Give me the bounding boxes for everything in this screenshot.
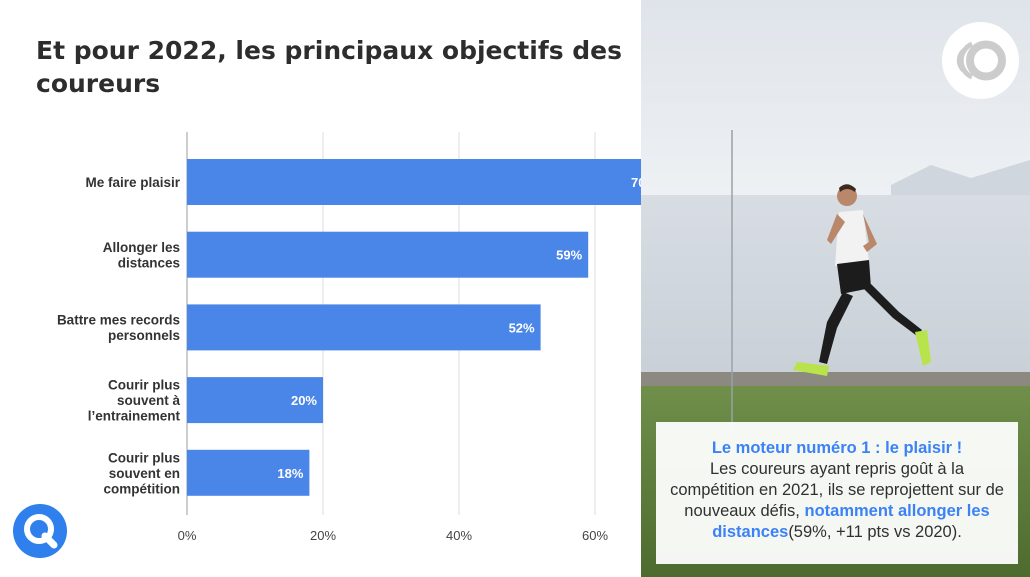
category-label-line: Battre mes records bbox=[57, 313, 180, 328]
category-label-line: souvent en bbox=[109, 466, 180, 481]
bar bbox=[187, 231, 589, 278]
bar-value-label: 52% bbox=[509, 320, 535, 335]
callout-heading: Le moteur numéro 1 : le plaisir ! bbox=[711, 439, 963, 457]
bar bbox=[187, 449, 310, 496]
category-label-line: l’entrainement bbox=[88, 409, 181, 424]
x-tick-label: 40% bbox=[446, 528, 472, 543]
callout-text-end: (59%, +11 pts vs 2020). bbox=[788, 523, 962, 541]
insight-callout: Le moteur numéro 1 : le plaisir ! Les co… bbox=[656, 422, 1018, 564]
bar bbox=[187, 377, 323, 424]
category-label-line: personnels bbox=[108, 328, 180, 343]
callout-text: Les coureurs ayant repris goût à la comp… bbox=[670, 460, 1004, 520]
x-tick-label: 0% bbox=[178, 528, 197, 543]
category-label: Courir plus souvent en compétition bbox=[104, 450, 181, 496]
bar-value-label: 59% bbox=[556, 248, 582, 263]
bar-chart: 0% 20% 40% 60% 70% Me faire plaisir 59% Allonge… bbox=[57, 132, 641, 543]
category-label-line: Allonger les bbox=[103, 240, 180, 255]
page-title: Et pour 2022, les principaux objectifs d… bbox=[36, 36, 623, 98]
callout-body: Les coureurs ayant repris goût à la comp… bbox=[666, 459, 1008, 543]
chart-labels: 0% 20% 40% 60% 70% Me faire plaisir 59% Allonge… bbox=[57, 175, 641, 543]
bar bbox=[187, 159, 641, 205]
chart-bars bbox=[187, 159, 641, 496]
category-label: Allonger les distances bbox=[103, 240, 180, 271]
runner-figure bbox=[793, 184, 931, 376]
category-label: Battre mes records personnels bbox=[57, 313, 180, 344]
x-tick-label: 20% bbox=[310, 528, 336, 543]
x-tick-label: 60% bbox=[582, 528, 608, 543]
category-label-line: compétition bbox=[104, 481, 181, 496]
bar-value-label: 70% bbox=[631, 175, 641, 190]
bar bbox=[187, 304, 541, 351]
callout-highlight: notamment allonger les distances bbox=[712, 502, 990, 541]
category-label-line: Courir plus bbox=[108, 450, 180, 465]
category-label-line: distances bbox=[118, 255, 180, 270]
bar-value-label: 20% bbox=[291, 393, 317, 408]
brand-circle-logo-icon bbox=[942, 22, 1019, 99]
category-label: Courir plus souvent à l’entrainement bbox=[88, 378, 181, 424]
q-search-logo-icon bbox=[12, 503, 68, 559]
category-label-line: souvent à bbox=[117, 393, 181, 408]
category-label: Me faire plaisir bbox=[85, 175, 180, 190]
category-label-line: Courir plus bbox=[108, 378, 180, 393]
category-label-line: Me faire plaisir bbox=[85, 175, 180, 190]
bar-value-label: 18% bbox=[277, 466, 303, 481]
